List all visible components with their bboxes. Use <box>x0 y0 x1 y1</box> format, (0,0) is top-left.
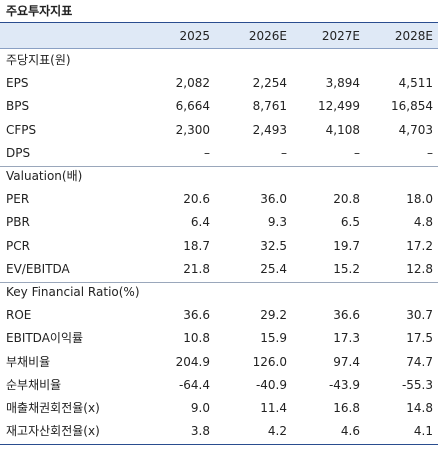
section-title: Key Financial Ratio(%) <box>6 285 140 299</box>
row-label: PER <box>6 192 30 207</box>
row-label: ROE <box>6 308 32 323</box>
cell: 12,499 <box>318 99 360 114</box>
row-label: PCR <box>6 238 30 253</box>
cell: 32.5 <box>260 238 287 253</box>
column-header: 2026E <box>248 29 287 43</box>
cell: 14.8 <box>406 401 433 415</box>
column-header: 2027E <box>321 29 360 43</box>
cell: 9.3 <box>267 215 287 230</box>
cell: -64.4 <box>178 377 210 392</box>
cell: 25.4 <box>260 261 287 276</box>
cell: 6,664 <box>175 99 210 114</box>
cell: 4.8 <box>413 215 433 230</box>
cell: 15.2 <box>333 261 360 276</box>
cell: 16.8 <box>333 401 360 415</box>
cell: 4.1 <box>413 424 433 439</box>
cell: 8,761 <box>252 99 287 114</box>
cell: -40.9 <box>255 377 287 392</box>
cell: 3,894 <box>325 76 360 91</box>
cell: 17.2 <box>406 238 433 253</box>
row-label: 부채비율 <box>6 354 51 369</box>
section-divider <box>0 166 438 167</box>
cell: – <box>354 145 360 160</box>
column-header: 2025 <box>179 29 210 43</box>
row-label: CFPS <box>6 122 37 137</box>
cell: 21.8 <box>183 261 210 276</box>
cell: – <box>427 145 433 160</box>
title: 주요투자지표 <box>6 4 73 18</box>
cell: 4,511 <box>398 76 433 91</box>
cell: 16,854 <box>391 99 433 114</box>
cell: 2,082 <box>175 76 210 91</box>
cell: 4,108 <box>325 122 360 137</box>
cell: 4.2 <box>267 424 287 439</box>
cell: 4,703 <box>398 122 433 137</box>
cell: 30.7 <box>406 308 433 323</box>
cell: 20.6 <box>183 192 210 207</box>
cell: 2,254 <box>252 76 287 91</box>
cell: 4.6 <box>340 424 360 439</box>
section-divider <box>0 282 438 283</box>
cell: 74.7 <box>406 354 433 369</box>
row-label: 순부채비율 <box>6 377 62 392</box>
cell: 17.5 <box>406 331 433 346</box>
cell: – <box>204 145 210 160</box>
cell: 10.8 <box>183 331 210 346</box>
cell: 3.8 <box>190 424 210 439</box>
row-label: EPS <box>6 76 29 91</box>
cell: 6.5 <box>340 215 360 230</box>
header-row <box>0 22 438 49</box>
cell: 36.6 <box>183 308 210 323</box>
cell: 20.8 <box>333 192 360 207</box>
row-label: 재고자산회전율(x) <box>6 424 100 439</box>
cell: 126.0 <box>252 354 287 369</box>
cell: 18.0 <box>406 192 433 207</box>
cell: 12.8 <box>406 261 433 276</box>
cell: 2,493 <box>252 122 287 137</box>
row-label: EBITDA이익률 <box>6 331 84 346</box>
column-header: 2028E <box>394 29 433 43</box>
cell: -43.9 <box>328 377 360 392</box>
cell: 29.2 <box>260 308 287 323</box>
row-label: BPS <box>6 99 30 114</box>
cell: 36.6 <box>333 308 360 323</box>
cell: 36.0 <box>260 192 287 207</box>
cell: 204.9 <box>175 354 210 369</box>
cell: 6.4 <box>190 215 210 230</box>
cell: -55.3 <box>401 377 433 392</box>
row-label: DPS <box>6 145 31 160</box>
cell: 17.3 <box>333 331 360 346</box>
cell: 2,300 <box>175 122 210 137</box>
cell: 97.4 <box>333 354 360 369</box>
cell: 9.0 <box>190 401 210 415</box>
cell: 18.7 <box>183 238 210 253</box>
cell: 15.9 <box>260 331 287 346</box>
row-label: EV/EBITDA <box>6 261 70 276</box>
cell: 11.4 <box>260 401 287 415</box>
table-bottom <box>0 444 438 446</box>
row-label: PBR <box>6 215 30 230</box>
section-title: Valuation(배) <box>6 169 83 183</box>
cell: 19.7 <box>333 238 360 253</box>
section-title: 주당지표(원) <box>6 53 71 67</box>
row-label: 매출채권회전율(x) <box>6 401 100 415</box>
cell: – <box>281 145 287 160</box>
